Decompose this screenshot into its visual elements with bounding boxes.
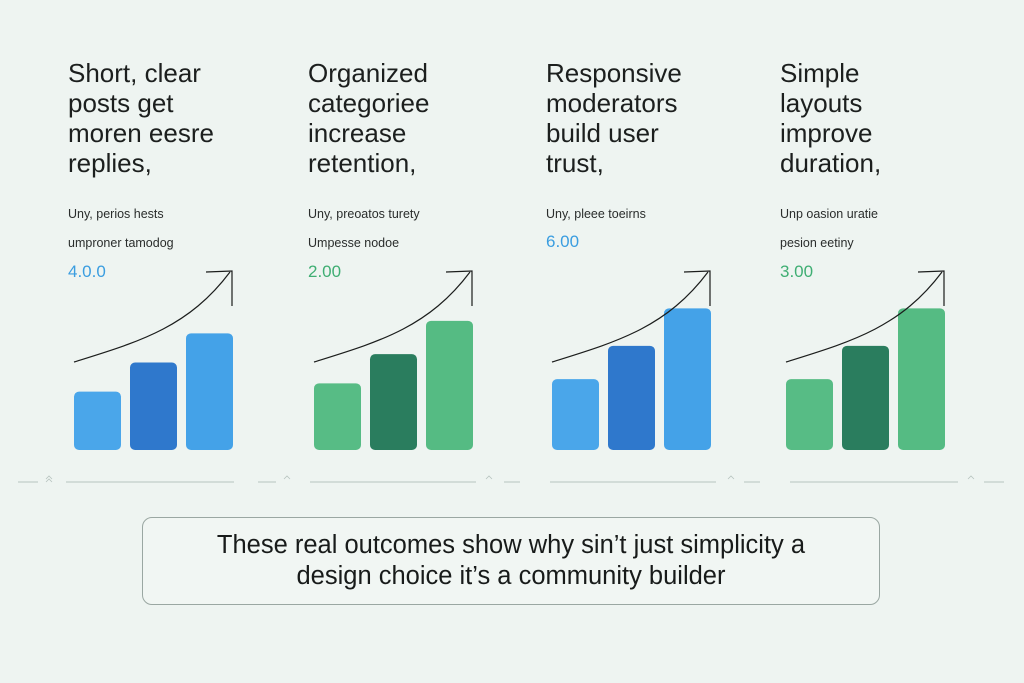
bar-1: [786, 379, 833, 450]
bar-2: [370, 354, 417, 450]
panel-title-line: increase: [308, 118, 407, 148]
panel-layouts: Simple layouts improve duration, Unp oas…: [780, 0, 1020, 470]
panel-subtitle: Uny, preoatos turety: [308, 207, 420, 221]
panel-title: Responsive moderators build user trust,: [546, 58, 776, 178]
panel-title-line: replies,: [68, 148, 152, 178]
bar-chart: [551, 270, 711, 450]
bar-3: [426, 320, 473, 450]
trend-arrow-head: [445, 270, 473, 306]
bar-chart: [313, 270, 473, 450]
bar-3: [186, 333, 233, 450]
panel-value: 6.00: [546, 232, 580, 251]
panel-value: 4.0.0: [68, 262, 106, 281]
bar-3: [664, 308, 711, 450]
panel-title-line: Simple: [780, 58, 860, 88]
panel-title-line: Organized: [308, 58, 428, 88]
panel-title-line: layouts: [780, 88, 863, 118]
panel-title: Short, clear posts get moren eesre repli…: [68, 58, 298, 178]
trend-arrow-line: [313, 271, 471, 363]
panel-title-line: trust,: [546, 148, 604, 178]
panel-subtitle: umproner tamodog: [68, 236, 174, 250]
panel-posts: Short, clear posts get moren eesre repli…: [68, 0, 308, 470]
panel-title-line: categoriee: [308, 88, 430, 118]
trend-arrow-line: [785, 271, 943, 363]
bar-2: [608, 345, 655, 450]
trend-arrow-head: [683, 270, 711, 306]
trend-arrow-head: [205, 270, 233, 306]
panel-title-line: duration,: [780, 148, 882, 178]
panel-title-line: improve: [780, 118, 873, 148]
panel-title-line: build user: [546, 118, 659, 148]
bar-1: [314, 383, 361, 450]
trend-arrow-line: [551, 271, 709, 363]
bar-1: [74, 391, 121, 450]
trend-arrow-head: [917, 270, 945, 306]
bar-1: [552, 379, 599, 450]
panel-subtitle: pesion eetiny: [780, 236, 854, 250]
panel-title-line: retention,: [308, 148, 417, 178]
bar-3: [898, 308, 945, 450]
callout-line: These real outcomes show why sin’t just …: [216, 531, 806, 559]
panel-subtitle: Unp oasion uratie: [780, 207, 878, 221]
panel-categories: Organized categoriee increase retention,…: [308, 0, 548, 470]
panel-moderators: Responsive moderators build user trust, …: [546, 0, 786, 470]
panel-subtitle: Uny, pleee toeirns: [546, 207, 646, 221]
trend-arrow-line: [73, 271, 231, 363]
panel-subtitle: Umpesse nodoe: [308, 236, 400, 250]
bar-chart: [785, 270, 945, 450]
panel-title-line: moderators: [546, 88, 678, 118]
callout-line: design choice it’s a community builder: [296, 562, 726, 590]
callout-text: These real outcomes show why sin’t just …: [217, 530, 805, 592]
bar-2: [130, 362, 177, 450]
panel-title: Organized categoriee increase retention,: [308, 58, 538, 178]
bar-2: [842, 345, 889, 450]
bar-chart: [73, 270, 233, 450]
baseline-divider: [18, 475, 1004, 483]
panel-title-line: Short, clear: [68, 58, 201, 88]
conclusion-callout: These real outcomes show why sin’t just …: [142, 517, 880, 605]
panel-value: 3.00: [780, 262, 814, 281]
panel-title-line: Responsive: [546, 58, 682, 88]
panel-title: Simple layouts improve duration,: [780, 58, 1010, 178]
panel-subtitle: Uny, perios hests: [68, 207, 164, 221]
panel-title-line: posts get: [68, 88, 174, 118]
panel-value: 2.00: [308, 262, 342, 281]
panel-title-line: moren eesre: [68, 118, 214, 148]
